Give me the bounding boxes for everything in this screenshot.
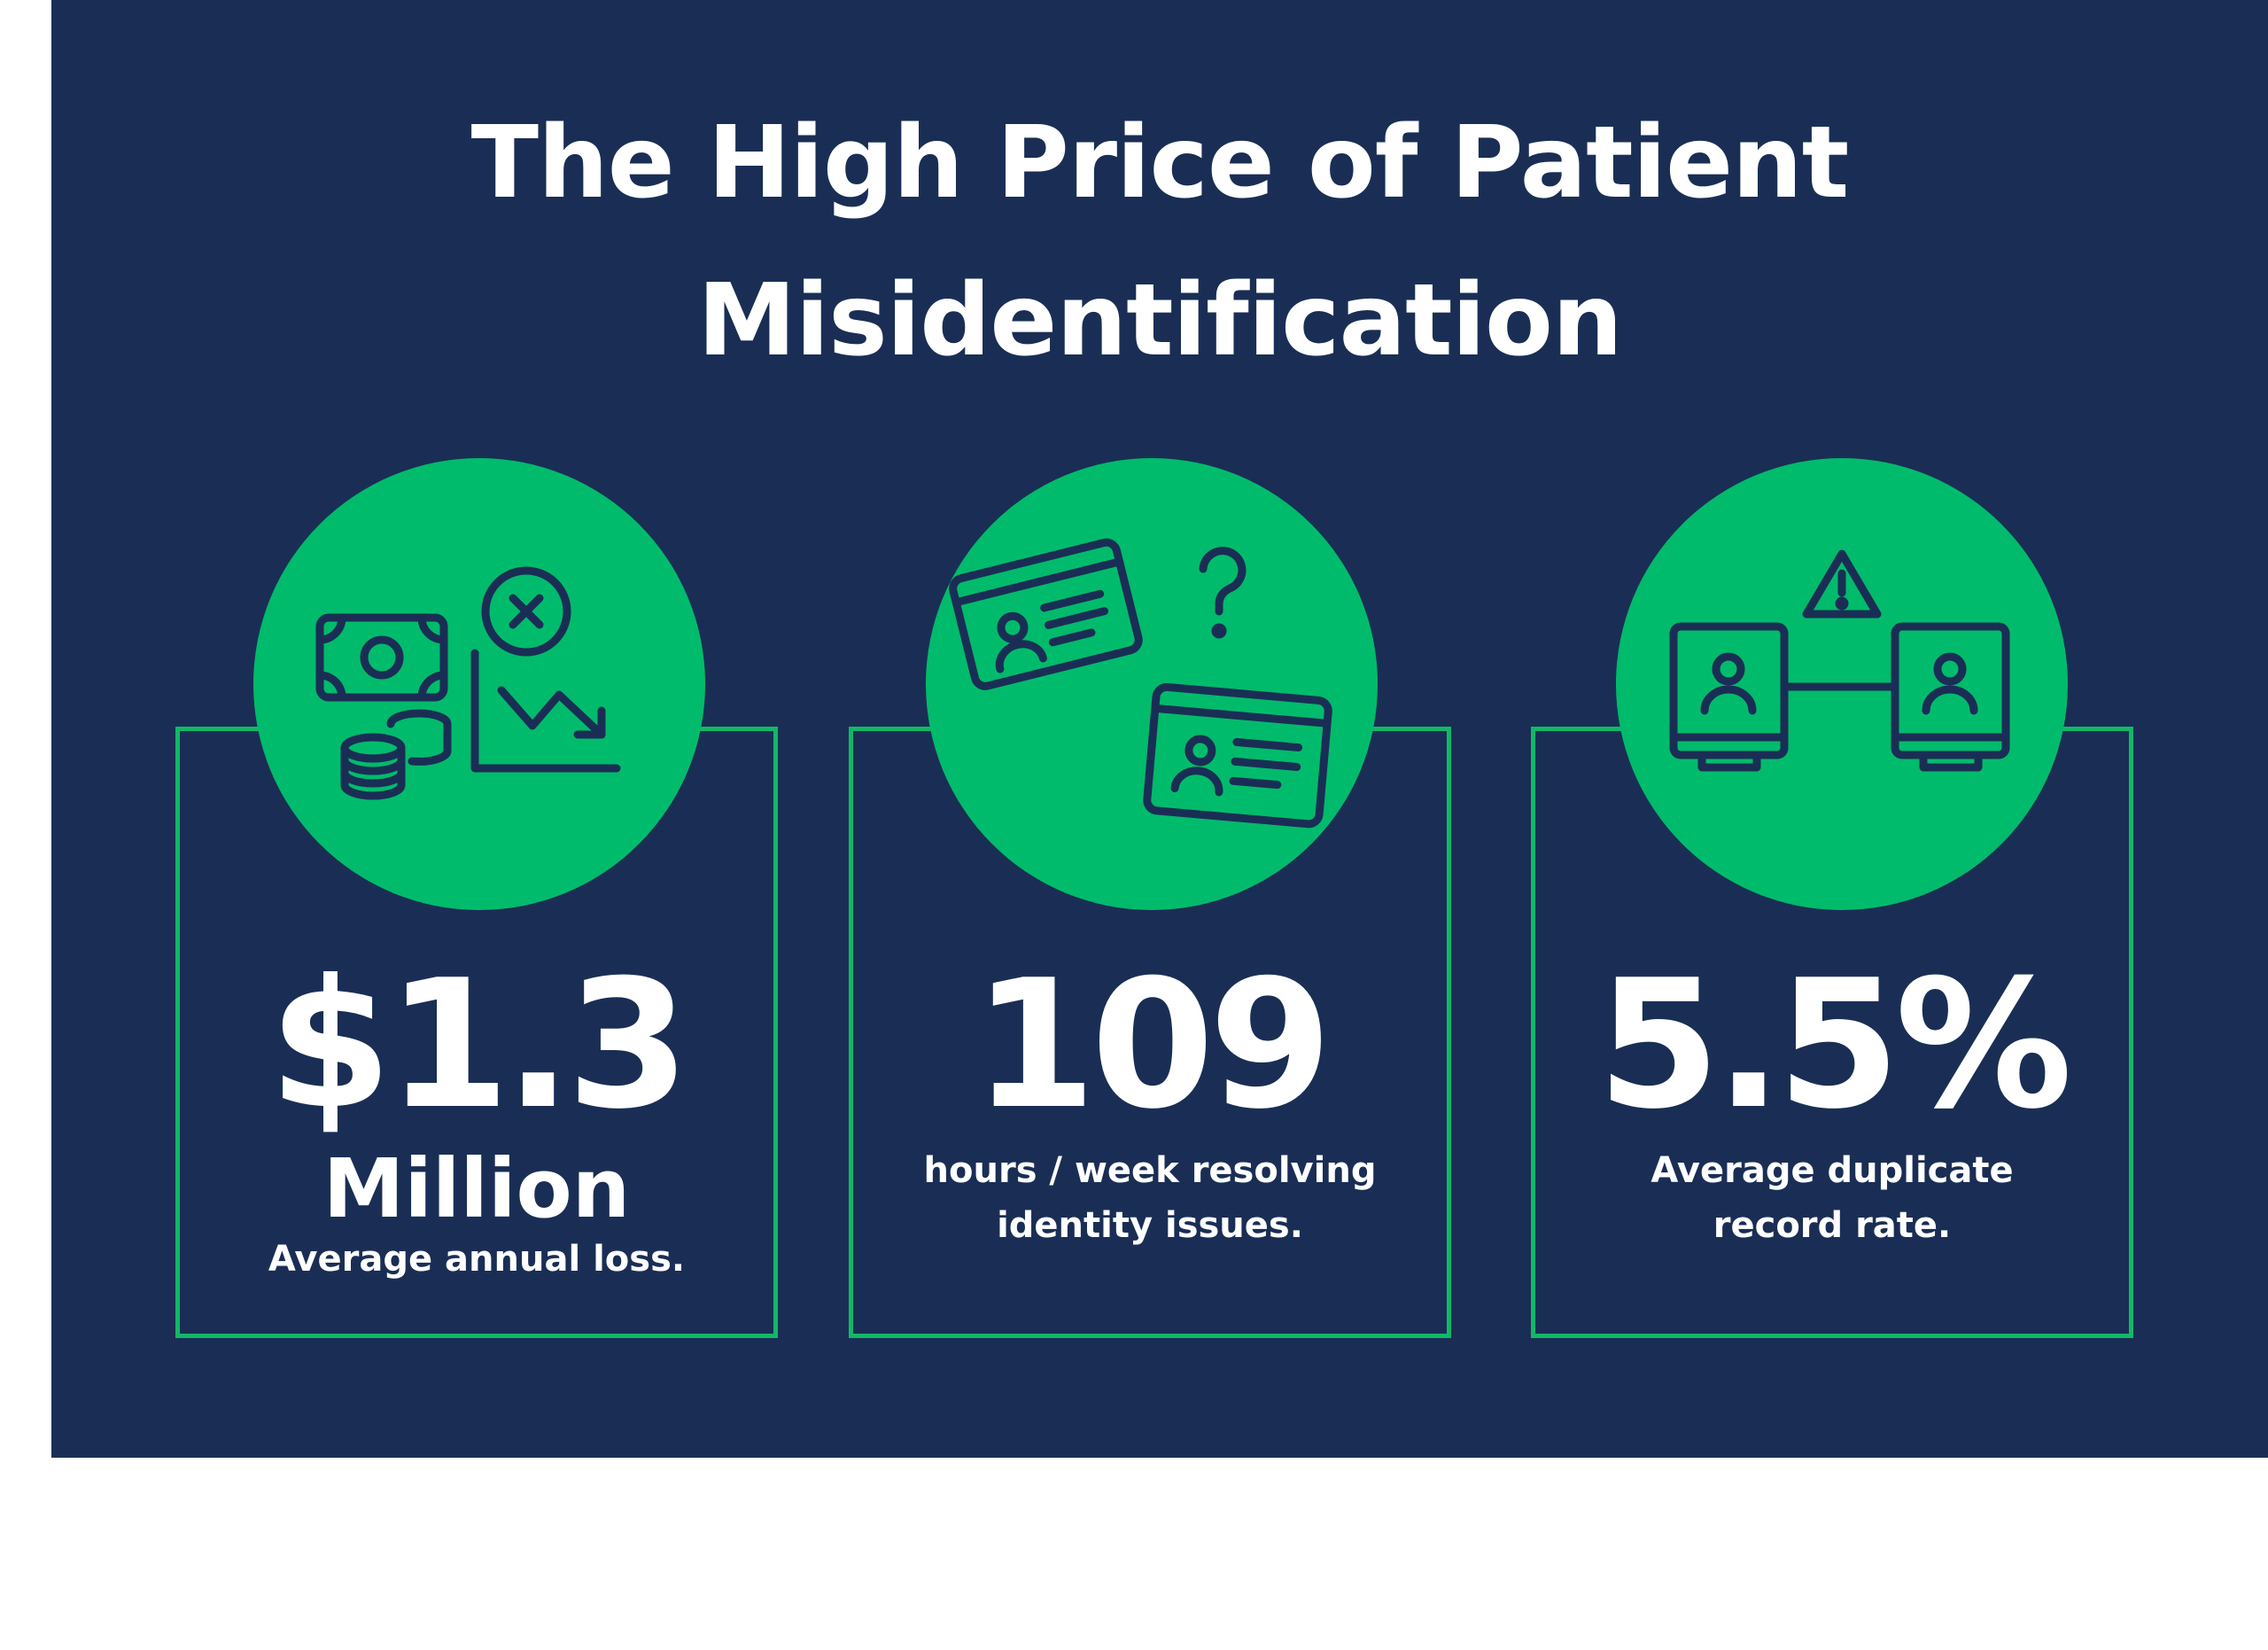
stat-duplicates: 5.5% Average duplicate record rate.	[1531, 957, 2133, 1253]
stat-circle-hours	[926, 458, 1378, 910]
stat-unit-loss: Million	[322, 1141, 631, 1236]
stat-value-loss: $1.3	[268, 942, 689, 1148]
stat-caption-duplicates-line-2: record rate.	[1713, 1205, 1952, 1246]
stat-circle-loss	[253, 458, 705, 910]
stat-loss: $1.3 Million Average annual loss.	[175, 957, 778, 1287]
stat-caption-duplicates: Average duplicate record rate.	[1531, 1143, 2133, 1253]
stat-caption-duplicates-line-1: Average duplicate	[1651, 1150, 2014, 1191]
page-title: The High Price of Patient Misidentificat…	[51, 84, 2268, 400]
stat-circle-duplicates	[1616, 458, 2068, 910]
duplicate-records-warning-icon	[1669, 549, 2010, 772]
stat-caption-loss: Average annual loss.	[268, 1239, 686, 1280]
money-loss-icon	[315, 566, 621, 800]
stat-hours: 109 hours / week resolving identity issu…	[849, 957, 1451, 1253]
infographic-panel: The High Price of Patient Misidentificat…	[51, 0, 2268, 1458]
stat-value-duplicates: 5.5%	[1596, 942, 2073, 1148]
title-line-2: Misidentification	[697, 263, 1622, 378]
stat-value-hours: 109	[973, 942, 1332, 1148]
title-line-1: The High Price of Patient	[470, 105, 1850, 221]
stat-caption-hours-line-1: hours / week resolving	[923, 1150, 1377, 1191]
id-cards-question-icon	[949, 538, 1332, 829]
stat-caption-hours-line-2: identity issues.	[997, 1205, 1303, 1246]
stat-caption-hours: hours / week resolving identity issues.	[849, 1143, 1451, 1253]
